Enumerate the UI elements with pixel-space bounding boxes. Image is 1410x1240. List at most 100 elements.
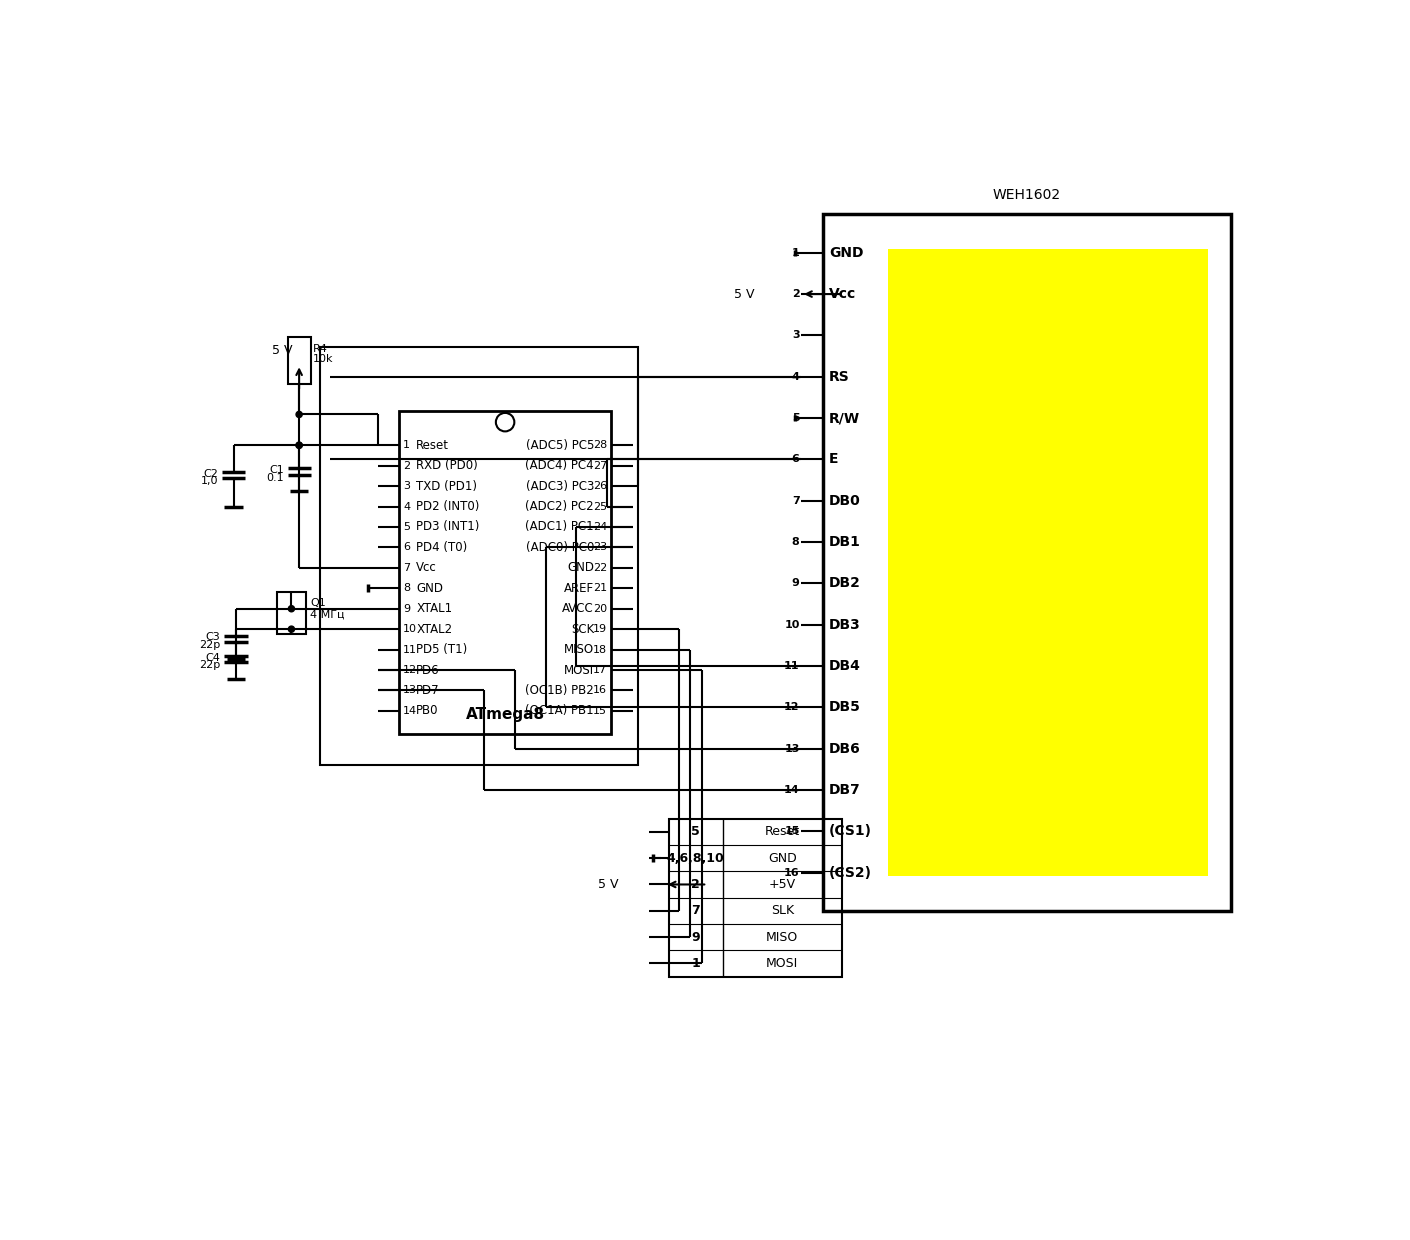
Text: 5 V: 5 V	[598, 878, 619, 892]
Text: 13: 13	[784, 744, 799, 754]
Text: AVCC: AVCC	[563, 603, 594, 615]
Circle shape	[296, 412, 302, 418]
Text: 16: 16	[784, 868, 799, 878]
Text: WEH1602: WEH1602	[993, 188, 1060, 202]
Text: 9: 9	[691, 930, 699, 944]
Text: MISO: MISO	[766, 930, 798, 944]
Text: 1,0: 1,0	[200, 476, 219, 486]
Text: 18: 18	[594, 645, 608, 655]
Text: 15: 15	[784, 826, 799, 836]
Text: 8: 8	[403, 583, 410, 593]
Bar	[822, 215, 1231, 911]
Text: 1: 1	[403, 440, 410, 450]
Circle shape	[289, 605, 295, 611]
Text: 4: 4	[792, 372, 799, 382]
Text: Reset: Reset	[416, 439, 450, 451]
Bar	[276, 591, 306, 634]
Text: PD7: PD7	[416, 684, 440, 697]
Text: C3: C3	[206, 632, 220, 642]
Text: (ADC4) PC4: (ADC4) PC4	[526, 459, 594, 472]
Text: TXD (PD1): TXD (PD1)	[416, 480, 477, 492]
Text: PB0: PB0	[416, 704, 439, 718]
Bar	[320, 347, 637, 765]
Text: (OC1B) PB2: (OC1B) PB2	[526, 684, 594, 697]
Text: +5V: +5V	[768, 878, 795, 892]
Text: 11: 11	[784, 661, 799, 671]
Text: 4 МГц: 4 МГц	[310, 610, 344, 620]
Text: 12: 12	[403, 665, 417, 675]
Text: (ADC3) PC3: (ADC3) PC3	[526, 480, 594, 492]
Circle shape	[289, 626, 295, 632]
Text: GND: GND	[829, 246, 863, 259]
Text: R/W: R/W	[829, 410, 860, 425]
Text: (ADC0) PC0: (ADC0) PC0	[526, 541, 594, 554]
Text: MOSI: MOSI	[564, 663, 594, 677]
Text: PD5 (T1): PD5 (T1)	[416, 644, 468, 656]
Text: (CS1): (CS1)	[829, 825, 871, 838]
Text: Vcc: Vcc	[416, 562, 437, 574]
Text: 10: 10	[403, 624, 417, 634]
Text: DB3: DB3	[829, 618, 860, 631]
Text: 2: 2	[792, 289, 799, 299]
Text: 10k: 10k	[313, 353, 334, 365]
Text: 28: 28	[592, 440, 608, 450]
Text: 22р: 22р	[199, 640, 220, 650]
Text: GND: GND	[416, 582, 443, 595]
Text: PD4 (T0): PD4 (T0)	[416, 541, 468, 554]
Text: 5: 5	[691, 826, 699, 838]
Text: Reset: Reset	[764, 826, 799, 838]
Text: 5: 5	[403, 522, 410, 532]
Text: 21: 21	[594, 583, 608, 593]
Text: DB2: DB2	[829, 577, 860, 590]
Text: 22: 22	[592, 563, 608, 573]
Text: 26: 26	[594, 481, 608, 491]
Text: 6: 6	[403, 542, 410, 553]
Text: Q1: Q1	[310, 598, 326, 608]
Text: 20: 20	[594, 604, 608, 614]
Text: 9: 9	[792, 578, 799, 588]
Text: 25: 25	[594, 501, 608, 512]
Text: 2: 2	[403, 461, 410, 471]
Circle shape	[296, 443, 302, 449]
Text: DB1: DB1	[829, 534, 860, 549]
Text: (OC1A) PB1: (OC1A) PB1	[526, 704, 594, 718]
Text: 11: 11	[403, 645, 417, 655]
Text: (CS2): (CS2)	[829, 866, 871, 879]
Text: 9: 9	[403, 604, 410, 614]
Text: 17: 17	[594, 665, 608, 675]
Text: DB7: DB7	[829, 782, 860, 797]
Text: 16: 16	[594, 686, 608, 696]
Text: Vcc: Vcc	[829, 288, 856, 301]
Text: C2: C2	[203, 469, 219, 479]
Text: 7: 7	[792, 496, 799, 506]
Text: R4: R4	[313, 343, 329, 353]
Text: SCK: SCK	[571, 622, 594, 636]
Text: (ADC2) PC2: (ADC2) PC2	[526, 500, 594, 513]
Text: 5: 5	[792, 413, 799, 423]
Text: PD3 (INT1): PD3 (INT1)	[416, 521, 479, 533]
Text: 23: 23	[594, 542, 608, 553]
Text: E: E	[829, 453, 839, 466]
Bar	[888, 249, 1208, 877]
Text: (ADC1) PC1: (ADC1) PC1	[526, 521, 594, 533]
Text: 24: 24	[592, 522, 608, 532]
Text: PD2 (INT0): PD2 (INT0)	[416, 500, 479, 513]
Text: 14: 14	[403, 706, 417, 715]
Text: 4: 4	[403, 501, 410, 512]
Text: SLK: SLK	[771, 904, 794, 918]
Text: DB0: DB0	[829, 494, 860, 507]
Text: 19: 19	[594, 624, 608, 634]
Text: GND: GND	[768, 852, 797, 864]
Text: 1: 1	[691, 957, 699, 970]
Text: 3: 3	[792, 330, 799, 341]
Text: 6: 6	[792, 454, 799, 464]
Text: 2: 2	[691, 878, 699, 892]
Text: MISO: MISO	[564, 644, 594, 656]
Text: (ADC5) PC5: (ADC5) PC5	[526, 439, 594, 451]
Text: XTAL1: XTAL1	[416, 603, 453, 615]
Text: 10: 10	[784, 620, 799, 630]
Text: DB6: DB6	[829, 742, 860, 755]
Text: 27: 27	[592, 461, 608, 471]
Text: RXD (PD0): RXD (PD0)	[416, 459, 478, 472]
Text: PD6: PD6	[416, 663, 440, 677]
